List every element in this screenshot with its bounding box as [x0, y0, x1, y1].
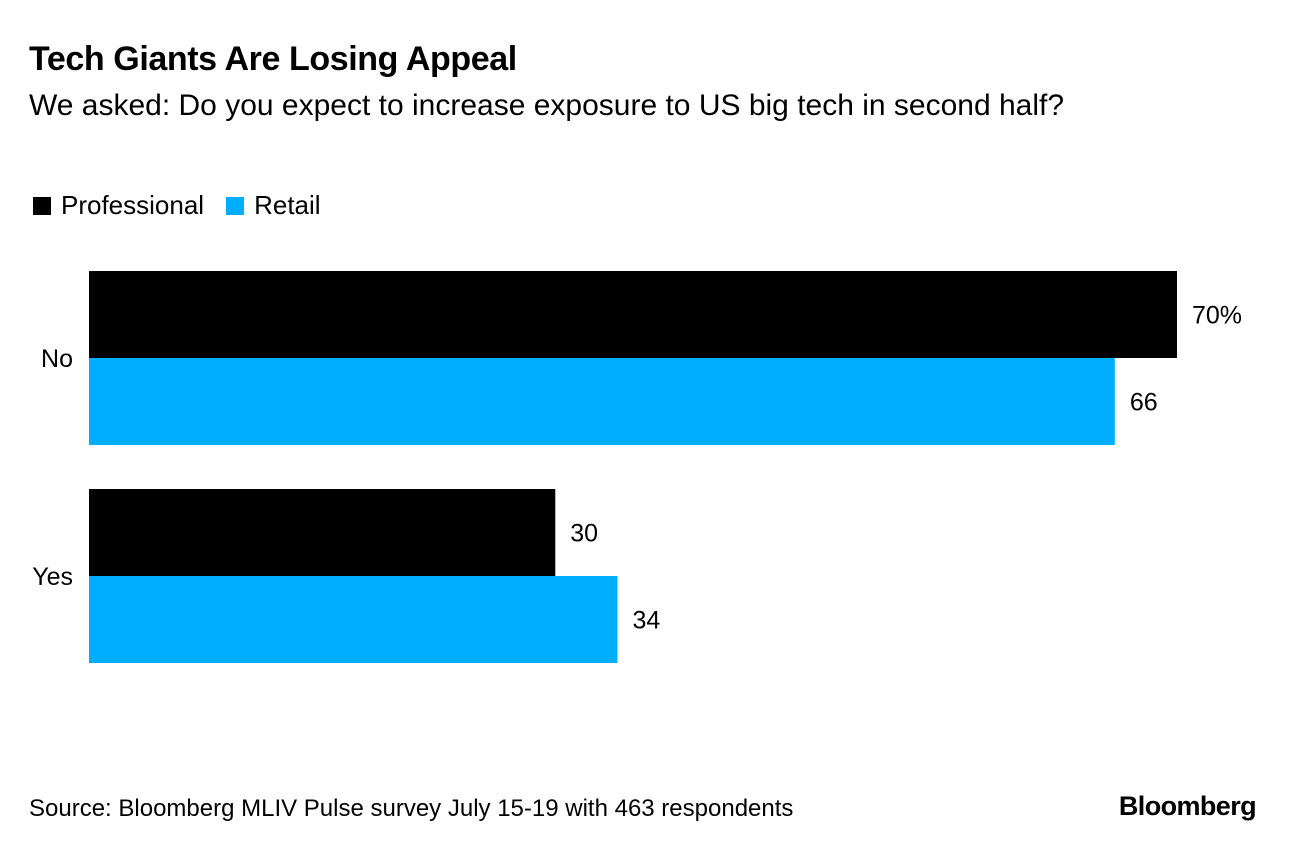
- data-label-professional-yes: 30: [570, 520, 598, 548]
- brand-logo: Bloomberg: [1118, 791, 1257, 821]
- bar-professional-yes: [89, 489, 556, 576]
- legend-label-retail: Retail: [254, 190, 321, 220]
- bar-professional-no: [89, 271, 1177, 358]
- legend-swatch-professional: [33, 196, 51, 215]
- chart-subtitle: We asked: Do you expect to increase expo…: [29, 89, 1065, 122]
- chart-title: Tech Giants Are Losing Appeal: [29, 40, 517, 78]
- legend: Professional Retail: [33, 190, 343, 221]
- legend-item-professional: Professional: [33, 190, 204, 221]
- source-note: Source: Bloomberg MLIV Pulse survey July…: [29, 795, 794, 822]
- data-label-retail-yes: 34: [632, 607, 660, 635]
- legend-label-professional: Professional: [61, 190, 205, 220]
- legend-swatch-retail: [226, 196, 245, 215]
- bar-retail-yes: [89, 576, 618, 663]
- category-label-yes: Yes: [32, 563, 73, 591]
- legend-item-retail: Retail: [226, 190, 321, 221]
- data-label-professional-no: 70%: [1192, 302, 1242, 330]
- bar-retail-no: [89, 358, 1115, 445]
- data-label-retail-no: 66: [1130, 389, 1158, 417]
- category-label-no: No: [41, 345, 73, 373]
